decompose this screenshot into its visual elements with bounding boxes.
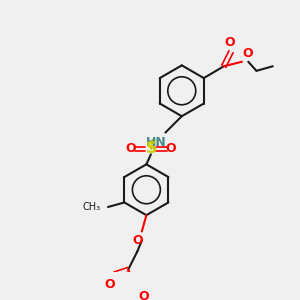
Text: S: S (146, 141, 156, 156)
Text: HN: HN (146, 136, 167, 149)
Text: O: O (138, 290, 149, 300)
Text: O: O (105, 278, 116, 291)
Text: O: O (126, 142, 136, 155)
Text: CH₃: CH₃ (82, 202, 101, 212)
Text: O: O (225, 36, 236, 49)
Text: O: O (132, 234, 142, 247)
Text: O: O (243, 47, 254, 60)
Text: O: O (166, 142, 176, 155)
